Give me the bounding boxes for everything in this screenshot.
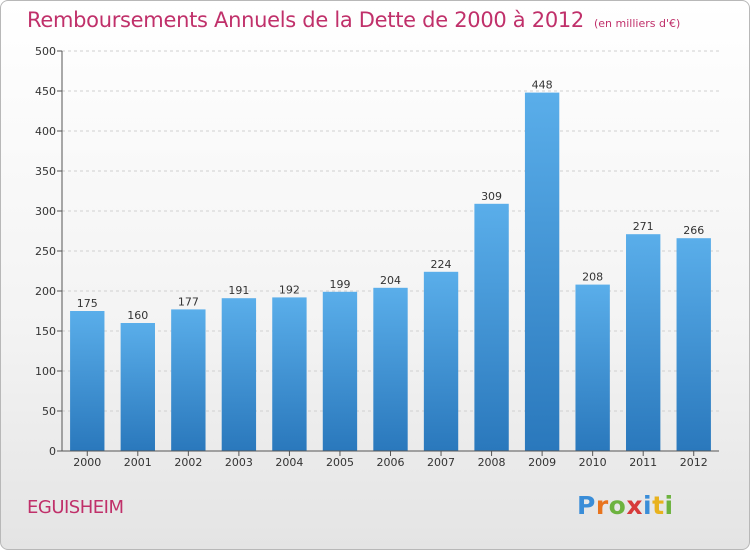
data-label: 191 xyxy=(228,284,249,297)
data-label: 175 xyxy=(77,297,98,310)
y-tick-label: 250 xyxy=(35,245,56,258)
labels: 0 50 100 150 200 250 300 350 400 450 500 175 2000 160… xyxy=(35,45,708,469)
data-label: 271 xyxy=(633,220,654,233)
logo-letter: x xyxy=(626,491,643,520)
y-tick-label: 350 xyxy=(35,165,56,178)
x-tick-label: 2002 xyxy=(174,456,202,469)
axes xyxy=(57,50,719,456)
x-tick-label: 2001 xyxy=(124,456,152,469)
bar xyxy=(272,297,307,451)
y-tick-label: 150 xyxy=(35,325,56,338)
logo-letter: P xyxy=(577,491,596,520)
proxiti-logo: Proxiti xyxy=(577,491,674,520)
bar xyxy=(322,291,358,451)
town-name: EGUISHEIM xyxy=(27,497,124,518)
data-label: 266 xyxy=(683,224,704,237)
x-tick-label: 2006 xyxy=(377,456,405,469)
bar xyxy=(70,311,105,451)
y-tick-label: 500 xyxy=(35,45,56,58)
x-tick-label: 2003 xyxy=(225,456,253,469)
bar xyxy=(676,238,711,451)
x-tick-label: 2005 xyxy=(326,456,354,469)
bars xyxy=(70,92,711,451)
logo-letter: i xyxy=(643,491,653,520)
data-label: 199 xyxy=(329,278,350,291)
data-label: 160 xyxy=(127,309,148,322)
bar xyxy=(575,284,610,451)
logo-letter: r xyxy=(595,491,609,520)
x-tick-label: 2009 xyxy=(528,456,556,469)
x-tick-label: 2004 xyxy=(275,456,303,469)
bar xyxy=(373,287,408,451)
x-tick-label: 2010 xyxy=(579,456,607,469)
y-tick-label: 50 xyxy=(42,405,56,418)
bar xyxy=(626,234,661,451)
x-tick-label: 2011 xyxy=(629,456,657,469)
data-label: 224 xyxy=(431,258,452,271)
bar xyxy=(423,271,459,451)
bar xyxy=(171,309,206,451)
bar xyxy=(474,203,509,451)
data-label: 448 xyxy=(532,79,553,92)
y-tick-label: 0 xyxy=(49,445,56,458)
y-tick-label: 450 xyxy=(35,85,56,98)
y-tick-label: 300 xyxy=(35,205,56,218)
x-tick-label: 2007 xyxy=(427,456,455,469)
y-tick-label: 400 xyxy=(35,125,56,138)
bar xyxy=(120,323,155,451)
logo-letter: o xyxy=(608,491,627,520)
bar xyxy=(524,92,560,451)
y-tick-label: 200 xyxy=(35,285,56,298)
logo-letter: i xyxy=(664,491,674,520)
data-label: 177 xyxy=(178,295,199,308)
unit-note: (en milliers d'€) xyxy=(594,17,681,30)
data-label: 309 xyxy=(481,190,502,203)
data-label: 208 xyxy=(582,271,603,284)
y-tick-label: 100 xyxy=(35,365,56,378)
x-tick-label: 2000 xyxy=(73,456,101,469)
x-tick-label: 2012 xyxy=(680,456,708,469)
data-label: 204 xyxy=(380,274,401,287)
logo-letter: t xyxy=(652,491,665,520)
x-tick-label: 2008 xyxy=(478,456,506,469)
chart-title-text: Remboursements Annuels de la Dette de 20… xyxy=(27,8,584,32)
bar xyxy=(221,298,257,451)
data-label: 192 xyxy=(279,283,300,296)
chart-title: Remboursements Annuels de la Dette de 20… xyxy=(27,8,680,32)
